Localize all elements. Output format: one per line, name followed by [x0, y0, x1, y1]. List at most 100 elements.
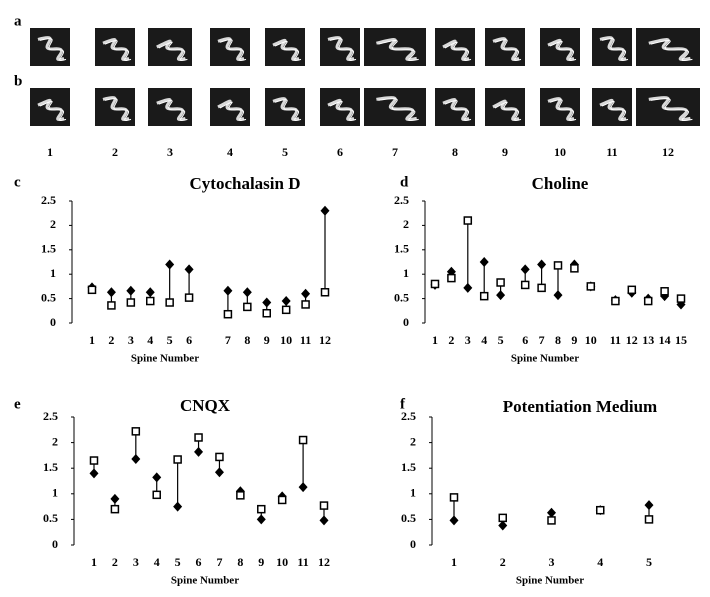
spine-trace [444, 100, 472, 122]
spine-trace [329, 38, 357, 62]
diamond-marker [214, 467, 224, 478]
x-tick-label: 11 [297, 555, 308, 569]
y-tick-label: 0.5 [394, 290, 409, 304]
spine-trace [102, 38, 130, 62]
y-tick-label: 2 [52, 434, 58, 448]
spine-trace [601, 38, 629, 62]
column-number: 9 [502, 145, 508, 159]
x-tick-label: 3 [465, 333, 471, 347]
diamond-marker [301, 288, 311, 299]
diamond-marker [262, 297, 272, 308]
y-tick-label: 1 [50, 266, 56, 280]
spine-trace [158, 41, 188, 62]
square-marker [173, 455, 182, 464]
spine-image [364, 88, 426, 126]
square-marker [498, 513, 507, 523]
spine-trace [272, 97, 300, 122]
square-marker [257, 504, 266, 514]
diamond-marker [165, 259, 175, 270]
spine-trace [219, 101, 247, 122]
x-tick-label: 6 [522, 333, 528, 347]
diamond-marker [173, 501, 183, 512]
diamond-marker [152, 472, 162, 483]
x-tick-label: 8 [244, 333, 250, 347]
spine-trace [378, 98, 419, 121]
spine-trace [158, 100, 188, 122]
y-tick-label: 2.5 [43, 409, 58, 423]
x-tick-label: 3 [133, 555, 139, 569]
x-axis-label: Spine Number [171, 575, 239, 587]
square-marker [131, 427, 141, 436]
square-marker [277, 495, 287, 505]
diamond-marker [449, 515, 459, 526]
spine-trace [329, 100, 357, 122]
y-tick-label: 1.5 [401, 460, 416, 474]
square-marker [463, 216, 473, 225]
row-label: a [14, 13, 22, 29]
spine-trace [156, 98, 186, 122]
x-tick-label: 5 [167, 333, 173, 347]
x-tick-label: 12 [319, 333, 331, 347]
y-tick-label: 0 [52, 537, 58, 551]
square-marker [479, 291, 489, 301]
x-tick-label: 2 [500, 555, 506, 569]
square-marker [449, 493, 459, 502]
square-marker [320, 288, 330, 297]
spine-trace [442, 39, 470, 62]
y-tick-label: 2 [403, 217, 409, 231]
square-marker [676, 294, 686, 303]
x-tick-label: 4 [597, 555, 603, 569]
spine-trace [549, 99, 577, 122]
column-number: 8 [452, 145, 458, 159]
spine-trace [494, 101, 522, 122]
row-label: b [14, 73, 22, 89]
spine-trace [39, 38, 67, 62]
x-tick-label: 9 [264, 333, 270, 347]
diamond-marker [498, 520, 508, 531]
square-marker [215, 452, 224, 462]
x-tick-label: 3 [128, 333, 134, 347]
column-number: 7 [392, 145, 398, 159]
square-marker [430, 279, 440, 289]
x-tick-label: 11 [610, 333, 621, 347]
x-tick-label: 10 [276, 555, 288, 569]
diamond-marker [281, 296, 291, 307]
square-marker [184, 293, 194, 302]
panel-label: e [14, 396, 21, 412]
square-marker [281, 305, 291, 315]
y-tick-label: 1.5 [41, 242, 56, 256]
square-marker [586, 282, 596, 291]
square-marker [165, 298, 174, 307]
diamond-marker [553, 290, 563, 301]
square-marker [236, 491, 245, 500]
square-marker [643, 296, 653, 306]
y-tick-label: 0 [403, 315, 409, 329]
x-tick-label: 4 [481, 333, 487, 347]
x-tick-label: 5 [646, 555, 652, 569]
x-axis-label: Spine Number [131, 353, 199, 365]
square-marker [611, 296, 620, 306]
diamond-marker [242, 287, 252, 298]
column-number: 3 [167, 145, 173, 159]
column-number: 4 [227, 145, 233, 159]
square-marker [146, 296, 155, 306]
x-tick-label: 6 [186, 333, 192, 347]
spine-trace [217, 99, 245, 122]
chart-title: Choline [532, 174, 589, 193]
x-tick-label: 4 [147, 333, 153, 347]
spine-image [636, 88, 700, 126]
square-marker [627, 285, 637, 295]
y-tick-label: 2 [410, 434, 416, 448]
y-tick-label: 2.5 [394, 193, 409, 207]
column-number: 5 [282, 145, 288, 159]
x-tick-label: 12 [626, 333, 638, 347]
square-marker [644, 515, 654, 524]
y-tick-label: 0 [410, 537, 416, 551]
square-marker [547, 516, 556, 525]
square-marker [89, 456, 99, 465]
column-number: 12 [662, 145, 674, 159]
x-tick-label: 7 [216, 555, 222, 569]
diamond-marker [110, 493, 120, 504]
square-marker [660, 287, 669, 296]
x-tick-label: 1 [451, 555, 457, 569]
